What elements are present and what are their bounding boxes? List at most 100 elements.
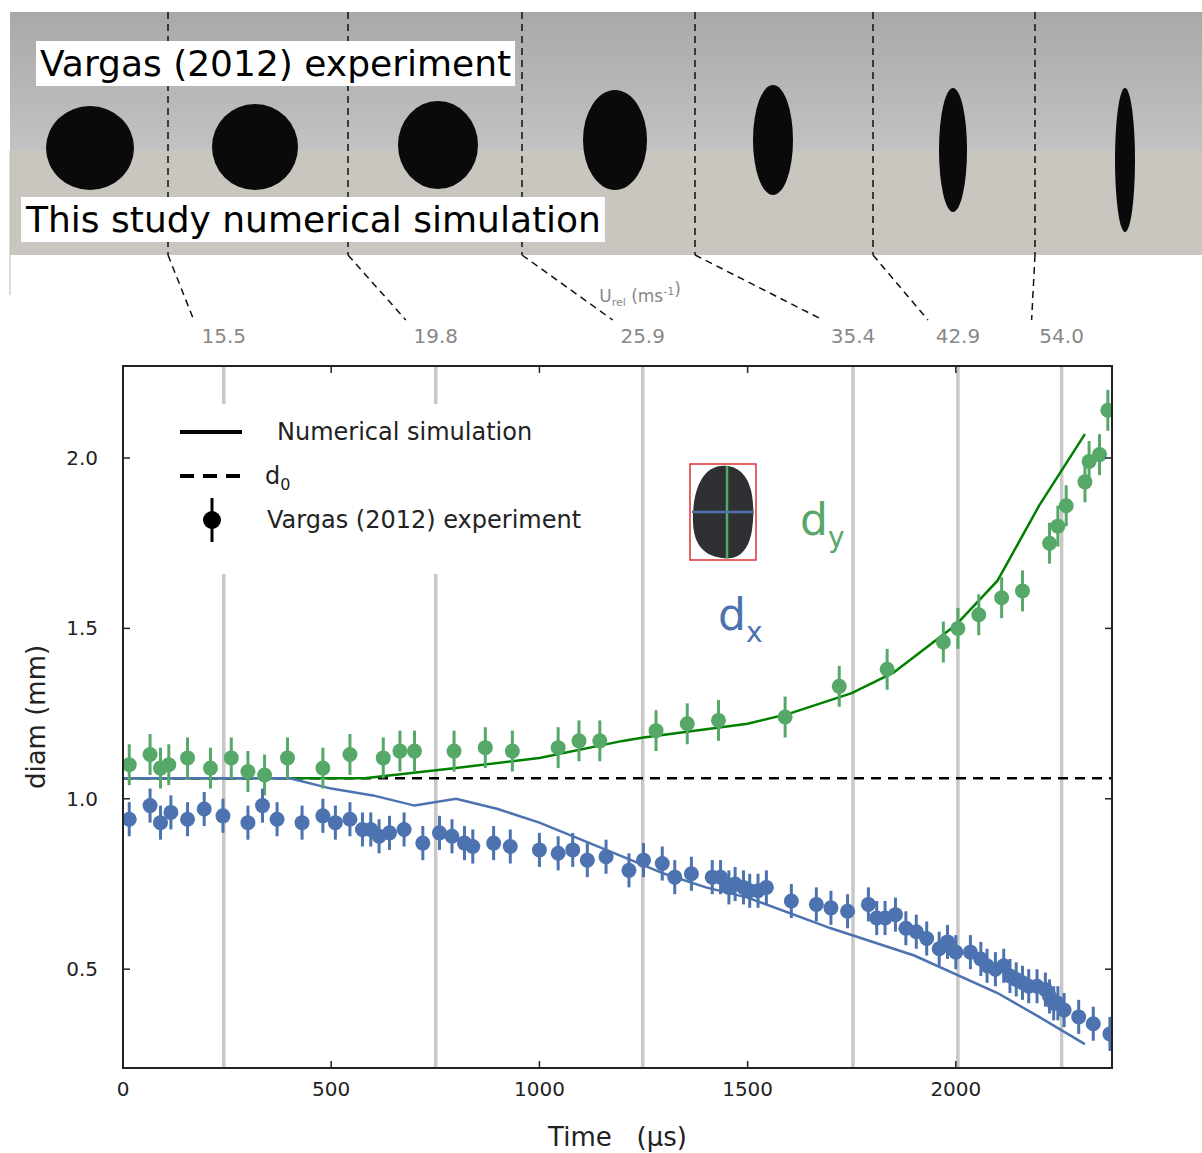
strip-label-group: This study numerical simulation [21, 197, 605, 242]
droplet-frame [583, 90, 647, 190]
inset-text: d [800, 494, 828, 545]
text: ) [674, 279, 681, 299]
experiment-point [215, 808, 230, 823]
x-axis-title: Time (µs) [547, 1122, 687, 1152]
inset-text: d [718, 589, 746, 640]
experiment-point [994, 590, 1009, 605]
legend-text: Vargas (2012) experiment [267, 506, 581, 534]
text: (ms [631, 286, 663, 306]
velocity-label: 25.9 [620, 324, 665, 348]
experiment-point [565, 842, 580, 857]
experiment-point [1102, 1026, 1112, 1041]
experiment-point [163, 805, 178, 820]
legend-line [180, 474, 242, 478]
x-tick-top [539, 366, 541, 373]
experiment-point [532, 842, 547, 857]
experiment-point [809, 897, 824, 912]
frame-connector [1032, 255, 1035, 320]
experiment-point [447, 744, 462, 759]
velocity-line [641, 366, 645, 1068]
experiment-point [919, 931, 934, 946]
figure: Vargas (2012) experiment This study numer… [0, 0, 1202, 1153]
experiment-point [180, 750, 195, 765]
experiment-point [465, 839, 480, 854]
experiment-point [759, 880, 774, 895]
velocity-markers: 15.519.825.935.442.954.0 [202, 324, 1084, 1068]
experiment-point [280, 750, 295, 765]
experiment-point [784, 894, 799, 909]
inset-droplet [693, 466, 753, 559]
x-tick [539, 1061, 541, 1068]
plot-area [123, 366, 1112, 1068]
strip-label: This study numerical simulation [25, 199, 601, 240]
experiment-point [1092, 447, 1107, 462]
experiment-point [328, 815, 343, 830]
x-tick-label: 2000 [930, 1077, 981, 1101]
experiment-point [397, 822, 412, 837]
experiment-point [950, 621, 965, 636]
x-tick-top [122, 366, 124, 373]
experiment-point [571, 733, 586, 748]
experiment-point [1015, 583, 1030, 598]
experiment-point [143, 798, 158, 813]
experiment-point [880, 662, 895, 677]
droplet-frame [46, 106, 134, 190]
experiment-point [342, 747, 357, 762]
experiment-point [667, 870, 682, 885]
sup: -1 [663, 285, 674, 298]
experiment-point [143, 747, 158, 762]
experiment-point [621, 863, 636, 878]
experiment-point [1071, 1009, 1086, 1024]
inset: dydx [690, 464, 845, 649]
experiment-point [861, 897, 876, 912]
experiment-point [255, 798, 270, 813]
x-tick [330, 1061, 332, 1068]
x-tick-top [330, 366, 332, 373]
frame-divider [694, 12, 696, 255]
droplet-frame [753, 85, 793, 195]
experiment-point [832, 679, 847, 694]
x-tick-top [955, 366, 957, 373]
plot-frame [123, 366, 1112, 1068]
inset-dx-line [692, 511, 754, 514]
y-axis-title: diam (mm) [21, 645, 51, 789]
x-tick-label: 1500 [722, 1077, 773, 1101]
velocity-label: 54.0 [1039, 324, 1084, 348]
frame-connector [522, 255, 613, 320]
y-tick-label: 1.5 [66, 616, 98, 640]
velocity-label: 35.4 [831, 324, 876, 348]
legend-line [180, 430, 242, 434]
text: U [599, 286, 611, 306]
experiment-point [971, 607, 986, 622]
experiment-point [684, 866, 699, 881]
experiment-point [649, 723, 664, 738]
y-tick [123, 968, 130, 970]
y-tick-label: 2.0 [66, 446, 98, 470]
experiment-point [1057, 1003, 1072, 1018]
droplet-frame [1115, 88, 1135, 232]
y-tick-right [1105, 457, 1112, 459]
x-tick [747, 1061, 749, 1068]
frame-connector [873, 255, 928, 320]
experiment-point [599, 849, 614, 864]
experiment-point [778, 710, 793, 725]
experiment-point [415, 836, 430, 851]
experiment-point [1042, 536, 1057, 551]
experiment-point [270, 812, 285, 827]
experiment-point [1059, 498, 1074, 513]
strip-label: Vargas (2012) experiment [40, 43, 511, 84]
experiment-point [1077, 474, 1092, 489]
legend-marker [203, 511, 221, 529]
photo-strip: Vargas (2012) experiment This study numer… [10, 12, 1202, 320]
x-tick-label: 1000 [514, 1077, 565, 1101]
y-tick-right [1105, 628, 1112, 630]
experiment-point [888, 907, 903, 922]
y-tick [123, 457, 130, 459]
x-tick-top [747, 366, 749, 373]
experiment-point [486, 836, 501, 851]
inset-label: dy [800, 494, 845, 554]
x-tick [955, 1061, 957, 1068]
frame-divider [1034, 12, 1036, 255]
legend-text: Numerical simulation [277, 418, 532, 446]
velocity-line [851, 366, 855, 1068]
